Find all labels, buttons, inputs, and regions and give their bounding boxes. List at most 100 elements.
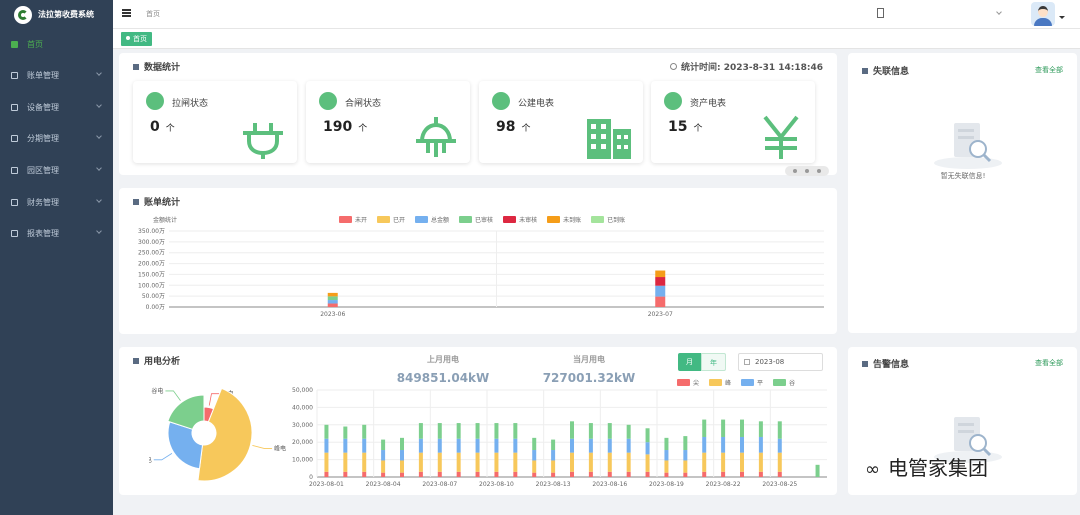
bar-segment bbox=[324, 424, 329, 439]
legend-item[interactable]: 未到账 bbox=[547, 215, 581, 224]
legend-swatch bbox=[677, 379, 690, 386]
bar-segment bbox=[607, 471, 612, 477]
y-tick-label: 150.00万 bbox=[138, 271, 165, 278]
stat-unit: 个 bbox=[165, 124, 175, 134]
y-tick-label: 300.00万 bbox=[138, 239, 165, 246]
legend-item[interactable]: 已到账 bbox=[591, 215, 625, 224]
bar-segment bbox=[777, 421, 782, 439]
stat-card-public-meter[interactable]: 公建电表 98 个 bbox=[479, 81, 643, 163]
legend-label: 未开 bbox=[355, 217, 368, 224]
y-tick-label: 0.00万 bbox=[146, 304, 165, 311]
bar-segment bbox=[655, 277, 666, 286]
bar-segment bbox=[551, 439, 556, 451]
stat-card-asset-meter[interactable]: 资产电表 15 个 bbox=[651, 81, 815, 163]
tab-year[interactable]: 年 bbox=[701, 353, 726, 371]
month-picker[interactable]: 2023-08 bbox=[738, 353, 823, 371]
pie-leader bbox=[165, 390, 181, 401]
bar-segment bbox=[626, 471, 631, 477]
sidebar-item-label: 分期管理 bbox=[27, 133, 59, 143]
sidebar-item-label: 园区管理 bbox=[27, 165, 59, 175]
bill-chart: 0.00万 50.00万 100.00万 150.00万 200.00万 250.00万 3… bbox=[138, 228, 824, 318]
bar-segment bbox=[381, 439, 386, 451]
sidebar-item-finance[interactable]: 财务管理 bbox=[0, 190, 113, 214]
document-icon[interactable] bbox=[877, 8, 884, 18]
bar-segment bbox=[437, 471, 442, 477]
legend-item[interactable]: 尖 bbox=[677, 378, 699, 387]
stat-value: 98 个 bbox=[496, 119, 531, 135]
power-legend: 尖峰平谷 bbox=[677, 378, 805, 387]
legend-item[interactable]: 未开 bbox=[339, 215, 367, 224]
sidebar: 法拉第收费系统 首页 账单管理 设备管理 分期管理 园区管理 财务管理 报表管理 bbox=[0, 0, 113, 515]
park-icon bbox=[11, 166, 18, 174]
legend-item[interactable]: 已开 bbox=[377, 215, 405, 224]
x-tick-label: 2023-08-16 bbox=[592, 481, 627, 488]
bar-segment bbox=[664, 472, 669, 477]
sidebar-item-report[interactable]: 报表管理 bbox=[0, 221, 113, 245]
bar-segment bbox=[551, 450, 556, 461]
alarm-title: 告警信息 bbox=[862, 357, 909, 370]
legend-item[interactable]: 谷 bbox=[773, 378, 795, 387]
sidebar-item-device[interactable]: 设备管理 bbox=[0, 95, 113, 119]
bar-segment bbox=[513, 438, 518, 453]
watermark-text: 电管家集团 bbox=[888, 456, 988, 480]
alarm-see-all-link[interactable]: 查看全部 bbox=[1035, 359, 1063, 367]
legend-item[interactable]: 总金额 bbox=[415, 215, 449, 224]
tab-home[interactable]: 首页 bbox=[121, 32, 152, 46]
alarm-card: 告警信息 查看全部 bbox=[848, 347, 1077, 495]
bar-segment bbox=[570, 438, 574, 453]
bar-segment bbox=[655, 296, 666, 307]
bar-segment bbox=[437, 438, 442, 453]
sidebar-item-park[interactable]: 园区管理 bbox=[0, 158, 113, 182]
legend-item[interactable]: 峰 bbox=[709, 378, 731, 387]
stat-number: 190 bbox=[323, 119, 353, 135]
bar-segment bbox=[551, 460, 556, 473]
bar-segment bbox=[362, 452, 367, 472]
bill-title: 账单统计 bbox=[133, 195, 180, 208]
bar-segment bbox=[815, 464, 820, 477]
bar-segment bbox=[324, 438, 329, 453]
breadcrumb[interactable]: 首页 bbox=[146, 10, 160, 18]
y-tick-label: 250.00万 bbox=[138, 250, 165, 257]
sidebar-item-installment[interactable]: 分期管理 bbox=[0, 126, 113, 150]
legend-swatch bbox=[459, 216, 473, 223]
legend-swatch bbox=[741, 379, 755, 386]
bar-segment bbox=[655, 270, 666, 278]
bar-segment bbox=[475, 452, 480, 472]
bar-segment bbox=[721, 471, 726, 477]
bar-segment bbox=[456, 438, 461, 453]
stat-card-closed[interactable]: 合闸状态 190 个 bbox=[306, 81, 470, 163]
y-tick-label: 50,000 bbox=[292, 387, 313, 394]
bar-segment bbox=[645, 428, 650, 443]
bar-segment bbox=[343, 452, 348, 472]
chevron-down-icon[interactable] bbox=[996, 9, 1002, 15]
bar-segment bbox=[777, 452, 782, 472]
bar-segment bbox=[740, 471, 744, 477]
bar-segment bbox=[475, 438, 480, 453]
bar-segment bbox=[362, 471, 367, 477]
avatar[interactable] bbox=[1031, 2, 1055, 26]
app-logo[interactable]: 法拉第收费系统 bbox=[0, 0, 113, 29]
sidebar-item-label: 财务管理 bbox=[27, 197, 59, 207]
legend-item[interactable]: 已审核 bbox=[459, 215, 493, 224]
menu-toggle-icon[interactable] bbox=[122, 9, 131, 17]
y-tick-label: 350.00万 bbox=[138, 228, 165, 235]
bar-segment bbox=[324, 452, 329, 472]
sidebar-item-bill[interactable]: 账单管理 bbox=[0, 63, 113, 87]
bar-segment bbox=[683, 436, 688, 451]
caret-down-icon[interactable] bbox=[1059, 16, 1065, 19]
legend-item[interactable]: 平 bbox=[741, 378, 763, 387]
bar-segment bbox=[645, 471, 650, 477]
sidebar-item-home[interactable]: 首页 bbox=[0, 32, 113, 56]
carousel-dots[interactable] bbox=[785, 166, 829, 176]
lost-see-all-link[interactable]: 查看全部 bbox=[1035, 66, 1063, 74]
bar-segment bbox=[740, 452, 744, 472]
chevron-down-icon bbox=[96, 102, 102, 108]
bar-segment bbox=[532, 437, 537, 451]
sidebar-item-label: 设备管理 bbox=[27, 102, 59, 112]
bar-segment bbox=[758, 471, 763, 477]
tab-month[interactable]: 月 bbox=[678, 353, 701, 371]
bar-segment bbox=[683, 450, 688, 461]
bar-segment bbox=[551, 472, 556, 477]
legend-item[interactable]: 未审核 bbox=[503, 215, 537, 224]
